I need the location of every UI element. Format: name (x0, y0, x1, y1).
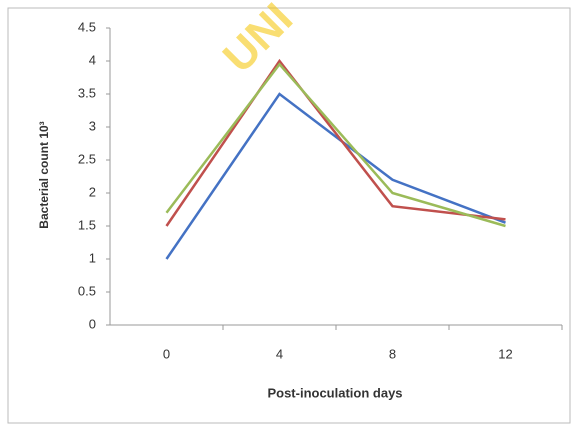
y-tick-label: 1.5 (78, 217, 96, 232)
x-tick-label: 12 (498, 346, 512, 361)
x-axis-label: Post-inoculation days (267, 385, 402, 400)
y-tick-label: 1 (89, 250, 96, 265)
y-tick-label: 2.5 (78, 151, 96, 166)
data-line (165, 92, 506, 260)
y-axis-label: Bacterial count 10³ (37, 121, 51, 228)
data-line (165, 58, 506, 227)
x-tick-label: 4 (276, 346, 283, 361)
data-line (165, 62, 506, 228)
y-tick-label: 3.5 (78, 85, 96, 100)
y-tick-label: 2 (89, 184, 96, 199)
y-tick-label: 0 (89, 316, 96, 331)
x-tick-label: 8 (389, 346, 396, 361)
y-tick-label: 4 (89, 52, 96, 67)
y-tick-label: 4.5 (78, 19, 96, 34)
y-tick-label: 3 (89, 118, 96, 133)
x-tick-label: 0 (163, 346, 170, 361)
y-tick-label: 0.5 (78, 283, 96, 298)
